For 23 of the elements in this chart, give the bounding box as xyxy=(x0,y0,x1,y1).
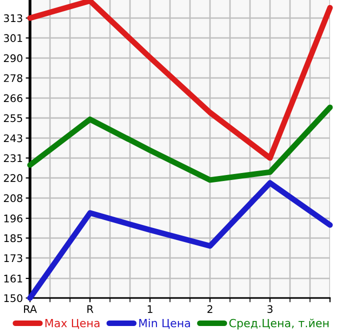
legend-label: Max Цена xyxy=(45,319,100,329)
x-tick-label: 1 xyxy=(148,305,152,313)
y-tick-label: 208 xyxy=(4,194,22,202)
y-tick-label: 185 xyxy=(4,234,22,242)
y-tick-label: 313 xyxy=(4,14,22,22)
x-tick-label: 2 xyxy=(207,305,212,313)
x-tick-label: R xyxy=(87,305,94,313)
y-tick-label: 196 xyxy=(4,214,22,222)
y-tick-label: 290 xyxy=(4,54,22,62)
y-tick-label: 266 xyxy=(4,94,22,102)
y-tick-label: 173 xyxy=(4,254,22,262)
legend-label: Сред.Цена, т.йен xyxy=(229,318,329,330)
y-tick-label: 161 xyxy=(4,274,22,283)
y-tick-label: 231 xyxy=(4,154,22,162)
y-tick-label: 301 xyxy=(4,34,22,42)
y-tick-label: 220 xyxy=(4,174,22,182)
x-tick-label: RA xyxy=(24,305,37,313)
legend-label: Min Цена xyxy=(139,318,190,329)
y-tick-label: 243 xyxy=(4,134,22,142)
y-tick-label: 278 xyxy=(4,74,22,82)
y-tick-label: 150 xyxy=(4,294,22,302)
x-tick-label: 3 xyxy=(267,305,272,314)
y-tick-label: 255 xyxy=(4,114,22,122)
